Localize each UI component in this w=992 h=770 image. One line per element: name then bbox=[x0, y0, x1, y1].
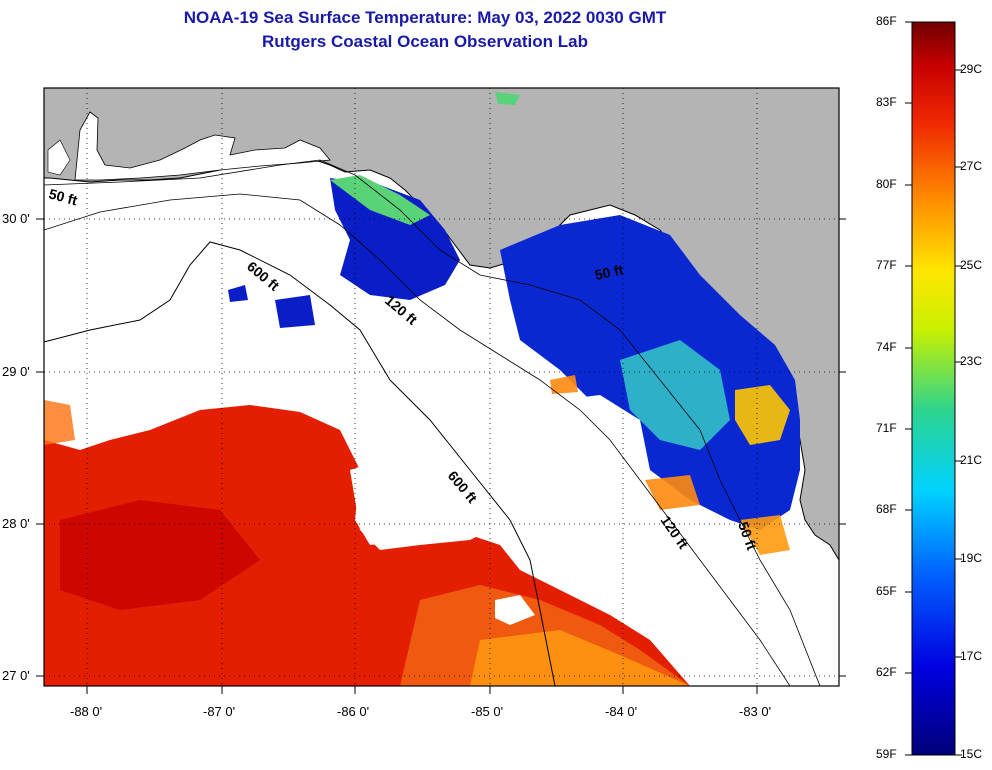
contour-120ft bbox=[44, 193, 791, 686]
contour-50ft bbox=[44, 159, 821, 686]
bay-area bbox=[74, 111, 331, 181]
colorbar-c-label: 17C bbox=[960, 649, 983, 663]
sst-speckle-south bbox=[550, 375, 700, 510]
lat-label: 27 0' bbox=[2, 668, 30, 683]
sst-mid-yellow bbox=[735, 385, 790, 445]
colorbar-f-label: 74F bbox=[876, 340, 897, 354]
colorbar-c-label: 25C bbox=[960, 258, 983, 272]
colorbar-f-label: 65F bbox=[876, 584, 897, 598]
cloud-cover-3 bbox=[495, 595, 535, 625]
map-title: NOAA-19 Sea Surface Temperature: May 03,… bbox=[183, 8, 667, 27]
colorbar-f-label: 83F bbox=[876, 95, 897, 109]
colorbar-ticks bbox=[905, 21, 962, 756]
colorbar-c-label: 19C bbox=[960, 551, 983, 565]
sst-warm-orange bbox=[470, 630, 690, 686]
lon-label: -88 0' bbox=[70, 704, 103, 719]
map-subtitle: Rutgers Coastal Ocean Observation Lab bbox=[262, 32, 588, 51]
colorbar-f-label: 86F bbox=[876, 14, 897, 28]
colorbar-f-label: 68F bbox=[876, 502, 897, 516]
sst-cool-bigbend bbox=[330, 178, 460, 300]
map-border bbox=[43, 87, 840, 687]
lon-label: -83 0' bbox=[739, 704, 772, 719]
sst-mid-cyan bbox=[620, 340, 730, 450]
lat-label: 28 0' bbox=[2, 516, 30, 531]
colorbar-f-label: 71F bbox=[876, 421, 897, 435]
colorbar-f-label: 62F bbox=[876, 665, 897, 679]
colorbar-f-label: 59F bbox=[876, 747, 897, 761]
contour-600ft bbox=[44, 241, 556, 686]
colorbar-c-label: 15C bbox=[960, 747, 983, 761]
sst-blue-patch-west bbox=[228, 285, 315, 328]
sst-green-bits bbox=[495, 92, 520, 105]
lat-label: 29 0' bbox=[2, 364, 30, 379]
contour-label-50ft-east: 50 ft bbox=[593, 261, 625, 283]
lon-label: -86 0' bbox=[337, 704, 370, 719]
colorbar-c-label: 23C bbox=[960, 354, 983, 368]
colorbar-c-label: 27C bbox=[960, 159, 983, 173]
axis-ticks bbox=[36, 218, 846, 694]
lon-label: -87 0' bbox=[203, 704, 236, 719]
sst-mid-orange-east bbox=[740, 515, 790, 555]
cloud-cover-2 bbox=[560, 395, 650, 500]
colorbar-f-label: 77F bbox=[876, 258, 897, 272]
colorbar-c-label: 29C bbox=[960, 62, 983, 76]
lon-label: -84 0' bbox=[605, 704, 638, 719]
sst-dark-red-patch bbox=[60, 500, 260, 610]
lat-label: 30 0' bbox=[2, 211, 30, 226]
colorbar-f-label: 80F bbox=[876, 177, 897, 191]
contour-label-50ft-west: 50 ft bbox=[47, 185, 79, 208]
colorbar bbox=[911, 21, 956, 756]
sst-warm-west-edge bbox=[44, 400, 75, 445]
sst-light-green-bay bbox=[330, 175, 430, 225]
colorbar-c-label: 21C bbox=[960, 453, 983, 467]
lon-label: -85 0' bbox=[471, 704, 504, 719]
coastal-lake bbox=[47, 139, 71, 176]
cloud-cover bbox=[350, 460, 490, 550]
